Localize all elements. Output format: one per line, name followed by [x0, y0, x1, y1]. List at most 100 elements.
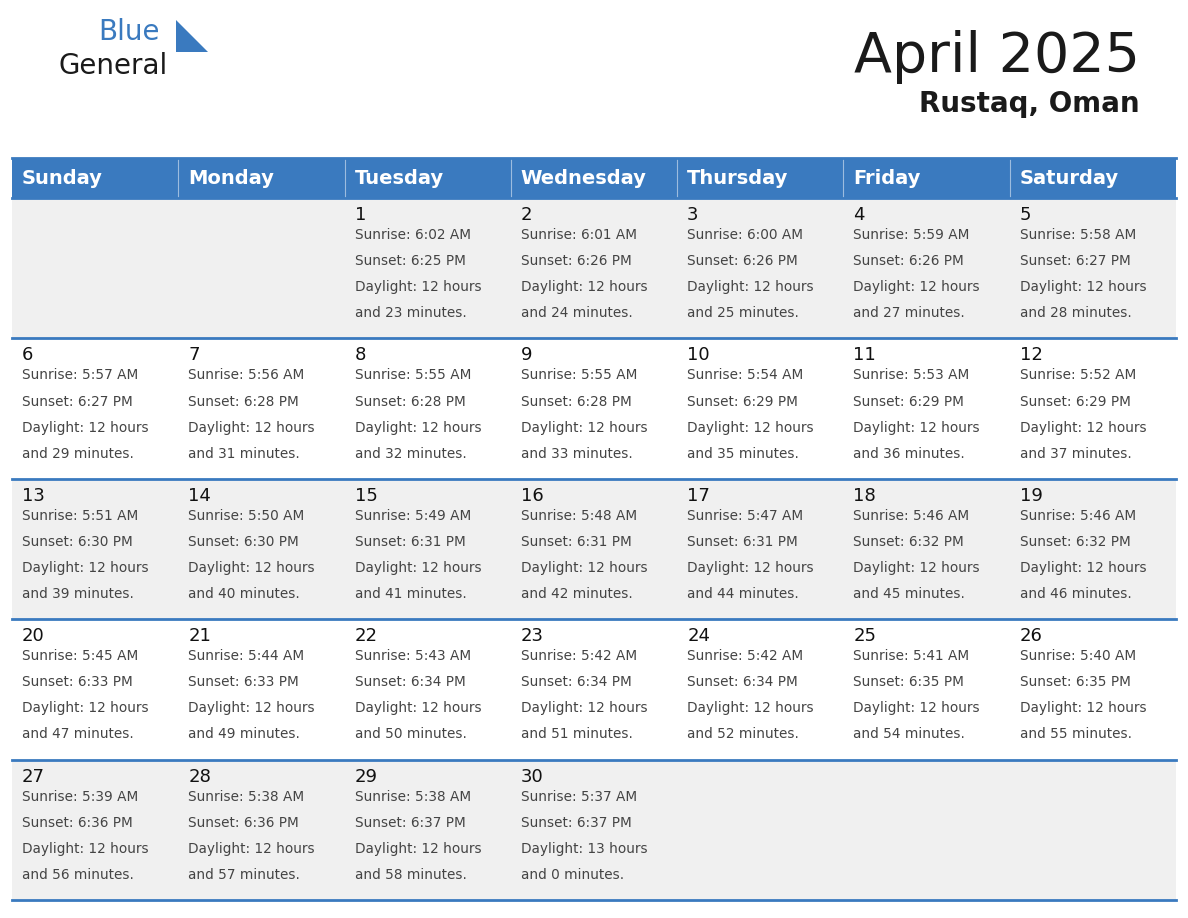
Text: Daylight: 12 hours: Daylight: 12 hours: [1019, 280, 1146, 294]
Text: 29: 29: [354, 767, 378, 786]
Text: Daylight: 12 hours: Daylight: 12 hours: [354, 561, 481, 575]
Text: Sunrise: 5:46 AM: Sunrise: 5:46 AM: [853, 509, 969, 522]
Text: Sunset: 6:30 PM: Sunset: 6:30 PM: [188, 535, 299, 549]
Text: April 2025: April 2025: [854, 30, 1140, 84]
Text: and 41 minutes.: and 41 minutes.: [354, 588, 467, 601]
Text: 6: 6: [23, 346, 33, 364]
Text: 16: 16: [520, 487, 544, 505]
Text: Sunrise: 5:51 AM: Sunrise: 5:51 AM: [23, 509, 138, 522]
Text: Daylight: 12 hours: Daylight: 12 hours: [853, 280, 980, 294]
Text: Daylight: 12 hours: Daylight: 12 hours: [188, 420, 315, 434]
Bar: [178, 339, 345, 479]
Text: 1: 1: [354, 206, 366, 224]
Text: 26: 26: [1019, 627, 1043, 645]
Text: and 37 minutes.: and 37 minutes.: [1019, 447, 1131, 461]
Text: Sunset: 6:27 PM: Sunset: 6:27 PM: [1019, 254, 1131, 268]
Bar: [178, 158, 345, 198]
Text: Sunset: 6:26 PM: Sunset: 6:26 PM: [520, 254, 632, 268]
Text: Sunset: 6:32 PM: Sunset: 6:32 PM: [853, 535, 965, 549]
Text: 17: 17: [687, 487, 710, 505]
Text: Sunset: 6:26 PM: Sunset: 6:26 PM: [687, 254, 798, 268]
Text: 10: 10: [687, 346, 709, 364]
Bar: [511, 198, 677, 339]
Text: Daylight: 12 hours: Daylight: 12 hours: [1019, 420, 1146, 434]
Bar: [178, 198, 345, 339]
Text: and 42 minutes.: and 42 minutes.: [520, 588, 632, 601]
Text: Sunset: 6:36 PM: Sunset: 6:36 PM: [23, 816, 133, 830]
Text: Sunrise: 5:50 AM: Sunrise: 5:50 AM: [188, 509, 304, 522]
Bar: [677, 479, 843, 620]
Bar: [1010, 339, 1176, 479]
Text: Sunset: 6:28 PM: Sunset: 6:28 PM: [520, 395, 632, 409]
Text: Saturday: Saturday: [1019, 169, 1119, 187]
Text: Sunrise: 5:45 AM: Sunrise: 5:45 AM: [23, 649, 138, 663]
Text: Sunrise: 5:46 AM: Sunrise: 5:46 AM: [1019, 509, 1136, 522]
Text: Daylight: 12 hours: Daylight: 12 hours: [520, 420, 647, 434]
Text: Daylight: 12 hours: Daylight: 12 hours: [1019, 561, 1146, 575]
Text: 18: 18: [853, 487, 877, 505]
Text: Daylight: 12 hours: Daylight: 12 hours: [188, 701, 315, 715]
Text: Sunset: 6:33 PM: Sunset: 6:33 PM: [188, 676, 299, 689]
Text: 23: 23: [520, 627, 544, 645]
Text: Sunset: 6:28 PM: Sunset: 6:28 PM: [188, 395, 299, 409]
Text: 14: 14: [188, 487, 211, 505]
Text: and 54 minutes.: and 54 minutes.: [853, 727, 966, 742]
Text: 30: 30: [520, 767, 544, 786]
Bar: [1010, 198, 1176, 339]
Text: and 44 minutes.: and 44 minutes.: [687, 588, 798, 601]
Text: Sunrise: 5:38 AM: Sunrise: 5:38 AM: [354, 789, 470, 803]
Text: and 28 minutes.: and 28 minutes.: [1019, 307, 1131, 320]
Bar: [12, 620, 178, 759]
Text: Daylight: 12 hours: Daylight: 12 hours: [188, 561, 315, 575]
Text: and 32 minutes.: and 32 minutes.: [354, 447, 467, 461]
Text: Sunrise: 5:58 AM: Sunrise: 5:58 AM: [1019, 228, 1136, 242]
Text: 13: 13: [23, 487, 45, 505]
Text: Sunrise: 6:01 AM: Sunrise: 6:01 AM: [520, 228, 637, 242]
Bar: [345, 158, 511, 198]
Text: Daylight: 12 hours: Daylight: 12 hours: [23, 420, 148, 434]
Text: Sunset: 6:37 PM: Sunset: 6:37 PM: [354, 816, 466, 830]
Text: Sunset: 6:28 PM: Sunset: 6:28 PM: [354, 395, 466, 409]
Bar: [511, 339, 677, 479]
Text: and 58 minutes.: and 58 minutes.: [354, 868, 467, 882]
Text: Sunrise: 5:56 AM: Sunrise: 5:56 AM: [188, 368, 304, 383]
Text: and 40 minutes.: and 40 minutes.: [188, 588, 301, 601]
Text: Daylight: 12 hours: Daylight: 12 hours: [354, 701, 481, 715]
Text: Sunset: 6:35 PM: Sunset: 6:35 PM: [1019, 676, 1131, 689]
Bar: [1010, 620, 1176, 759]
Bar: [12, 759, 178, 900]
Text: 4: 4: [853, 206, 865, 224]
Bar: [511, 158, 677, 198]
Text: Rustaq, Oman: Rustaq, Oman: [920, 90, 1140, 118]
Text: Daylight: 12 hours: Daylight: 12 hours: [23, 842, 148, 856]
Text: Sunset: 6:31 PM: Sunset: 6:31 PM: [354, 535, 466, 549]
Text: and 51 minutes.: and 51 minutes.: [520, 727, 633, 742]
Bar: [511, 759, 677, 900]
Bar: [677, 759, 843, 900]
Bar: [178, 620, 345, 759]
Text: and 55 minutes.: and 55 minutes.: [1019, 727, 1132, 742]
Text: Daylight: 12 hours: Daylight: 12 hours: [23, 701, 148, 715]
Text: Sunrise: 5:42 AM: Sunrise: 5:42 AM: [520, 649, 637, 663]
Bar: [677, 339, 843, 479]
Text: Daylight: 12 hours: Daylight: 12 hours: [520, 701, 647, 715]
Bar: [1010, 759, 1176, 900]
Bar: [677, 198, 843, 339]
Text: Sunrise: 5:53 AM: Sunrise: 5:53 AM: [853, 368, 969, 383]
Text: Sunset: 6:37 PM: Sunset: 6:37 PM: [520, 816, 632, 830]
Text: and 56 minutes.: and 56 minutes.: [23, 868, 134, 882]
Text: and 46 minutes.: and 46 minutes.: [1019, 588, 1131, 601]
Text: Thursday: Thursday: [687, 169, 789, 187]
Text: Sunrise: 5:54 AM: Sunrise: 5:54 AM: [687, 368, 803, 383]
Text: Sunset: 6:26 PM: Sunset: 6:26 PM: [853, 254, 965, 268]
Text: and 29 minutes.: and 29 minutes.: [23, 447, 134, 461]
Polygon shape: [176, 20, 208, 52]
Bar: [511, 479, 677, 620]
Text: Sunset: 6:34 PM: Sunset: 6:34 PM: [520, 676, 632, 689]
Text: Monday: Monday: [188, 169, 274, 187]
Bar: [345, 479, 511, 620]
Text: 20: 20: [23, 627, 45, 645]
Text: 11: 11: [853, 346, 877, 364]
Text: Sunrise: 5:57 AM: Sunrise: 5:57 AM: [23, 368, 138, 383]
Text: Daylight: 12 hours: Daylight: 12 hours: [354, 280, 481, 294]
